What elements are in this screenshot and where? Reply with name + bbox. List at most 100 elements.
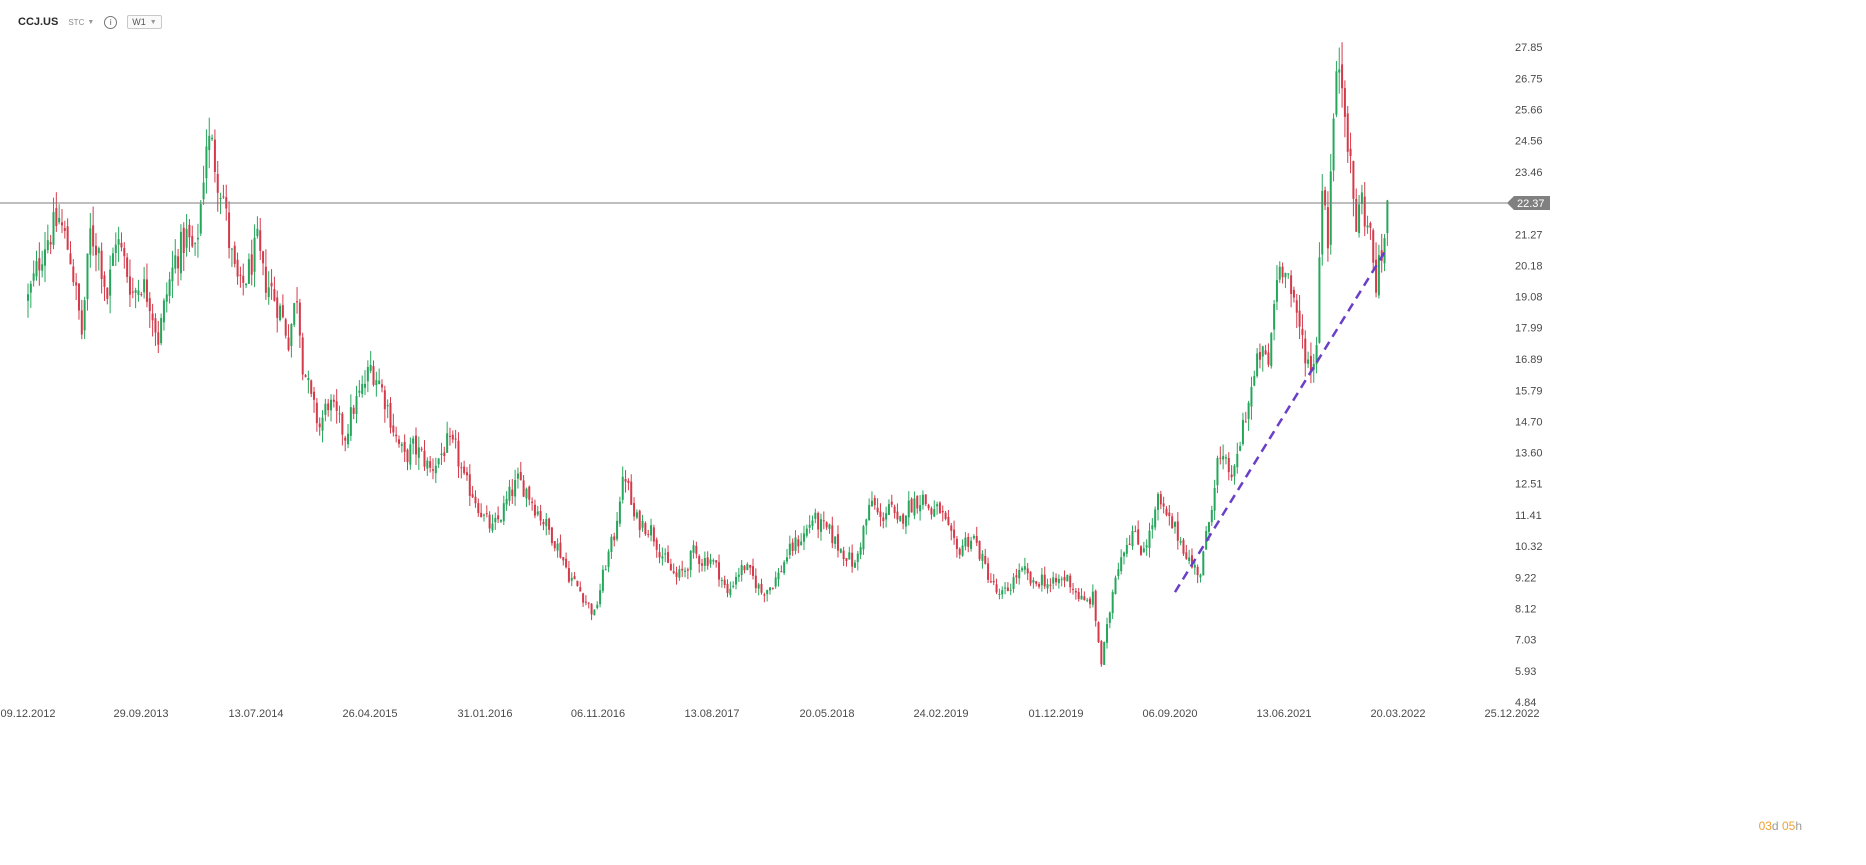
candle-up: [366, 367, 369, 382]
candle-up: [785, 557, 788, 562]
candle-up: [936, 504, 939, 507]
candle-down: [276, 297, 279, 318]
candle-down: [273, 289, 276, 301]
candle-up: [361, 383, 364, 394]
candle-up: [964, 537, 967, 547]
candle-down: [613, 536, 616, 541]
candle-up: [97, 248, 100, 254]
candle-down: [882, 517, 885, 522]
candle-down: [958, 548, 961, 555]
candle-down: [188, 224, 191, 238]
candle-down: [567, 568, 570, 582]
candle-up: [185, 228, 188, 248]
candle-down: [250, 254, 253, 275]
candle-down: [695, 545, 698, 554]
candle-down: [975, 536, 978, 543]
candle-down: [686, 569, 689, 571]
symbol-label[interactable]: CCJ.US: [18, 16, 59, 28]
candle-up: [1202, 551, 1205, 576]
candle-down: [1100, 641, 1103, 665]
candle-down: [582, 593, 585, 603]
candle-up: [981, 553, 984, 561]
candle-down: [151, 313, 154, 321]
candle-up: [1250, 387, 1253, 407]
candle-down: [992, 580, 995, 583]
candle-down: [1372, 230, 1375, 263]
candle-down: [984, 555, 987, 564]
y-tick-label: 19.08: [1515, 292, 1543, 304]
candle-down: [573, 576, 576, 580]
candle-down: [1063, 576, 1066, 581]
candle-up: [788, 543, 791, 556]
candle-down: [584, 601, 587, 603]
candle-down: [771, 587, 774, 589]
timeframe-dropdown[interactable]: W1 ▼: [127, 15, 162, 29]
candle-up: [1199, 574, 1202, 578]
exchange-selector[interactable]: STC ▼: [68, 18, 94, 27]
candle-up: [307, 378, 310, 381]
candle-down: [1165, 508, 1168, 516]
candle-down: [480, 512, 483, 518]
y-tick-label: 24.56: [1515, 136, 1543, 148]
candle-down: [924, 494, 927, 505]
candle-up: [913, 498, 916, 516]
candle-down: [468, 474, 471, 496]
candle-up: [32, 273, 35, 281]
y-tick-label: 26.75: [1515, 73, 1543, 85]
candle-up: [865, 519, 868, 526]
candle-down: [431, 469, 434, 471]
candle-down: [941, 510, 944, 513]
candle-up: [556, 543, 559, 551]
candle-down: [236, 259, 239, 277]
candle-down: [627, 480, 630, 483]
candle-down: [522, 480, 525, 497]
candle-up: [409, 444, 412, 465]
candle-up: [417, 447, 420, 458]
candle-down: [1369, 222, 1372, 228]
candle-up: [375, 380, 378, 386]
candle-up: [179, 231, 182, 274]
candle-up: [545, 518, 548, 527]
candle-up: [1236, 453, 1239, 468]
candle-down: [1035, 581, 1038, 584]
candle-down: [1349, 148, 1352, 156]
candle-down: [851, 552, 854, 567]
candle-down: [106, 287, 109, 299]
candle-up: [355, 396, 358, 414]
candle-down: [1343, 88, 1346, 117]
candle-up: [347, 433, 350, 445]
candle-down: [1159, 494, 1162, 505]
candle-up: [1001, 590, 1004, 595]
candle-up: [800, 541, 803, 546]
candle-down: [723, 579, 726, 585]
candle-up: [1193, 565, 1196, 568]
candle-down: [471, 494, 474, 498]
candle-down: [63, 228, 66, 231]
info-icon[interactable]: i: [104, 15, 118, 29]
candle-down: [1006, 587, 1009, 592]
candle-down: [463, 466, 466, 474]
candle-down: [953, 529, 956, 538]
candle-up: [1156, 493, 1159, 510]
candle-down: [38, 258, 41, 271]
y-tick-label: 14.70: [1515, 416, 1543, 428]
candle-up: [933, 509, 936, 517]
candle-up: [641, 520, 644, 528]
candle-down: [938, 502, 941, 514]
candle-down: [448, 435, 451, 437]
candle-up: [769, 587, 771, 591]
candle-down: [383, 390, 386, 410]
candle-up: [508, 486, 511, 501]
candle-down: [298, 302, 301, 336]
candle-up: [412, 438, 415, 444]
support-trendline[interactable]: [1173, 247, 1389, 593]
candle-up: [1275, 280, 1278, 302]
candle-down: [296, 301, 299, 303]
candle-up: [709, 559, 712, 564]
candle-down: [1089, 598, 1092, 605]
candle-down: [791, 542, 794, 551]
candle-up: [862, 526, 865, 550]
candle-up: [516, 473, 519, 479]
candle-down: [542, 521, 545, 525]
